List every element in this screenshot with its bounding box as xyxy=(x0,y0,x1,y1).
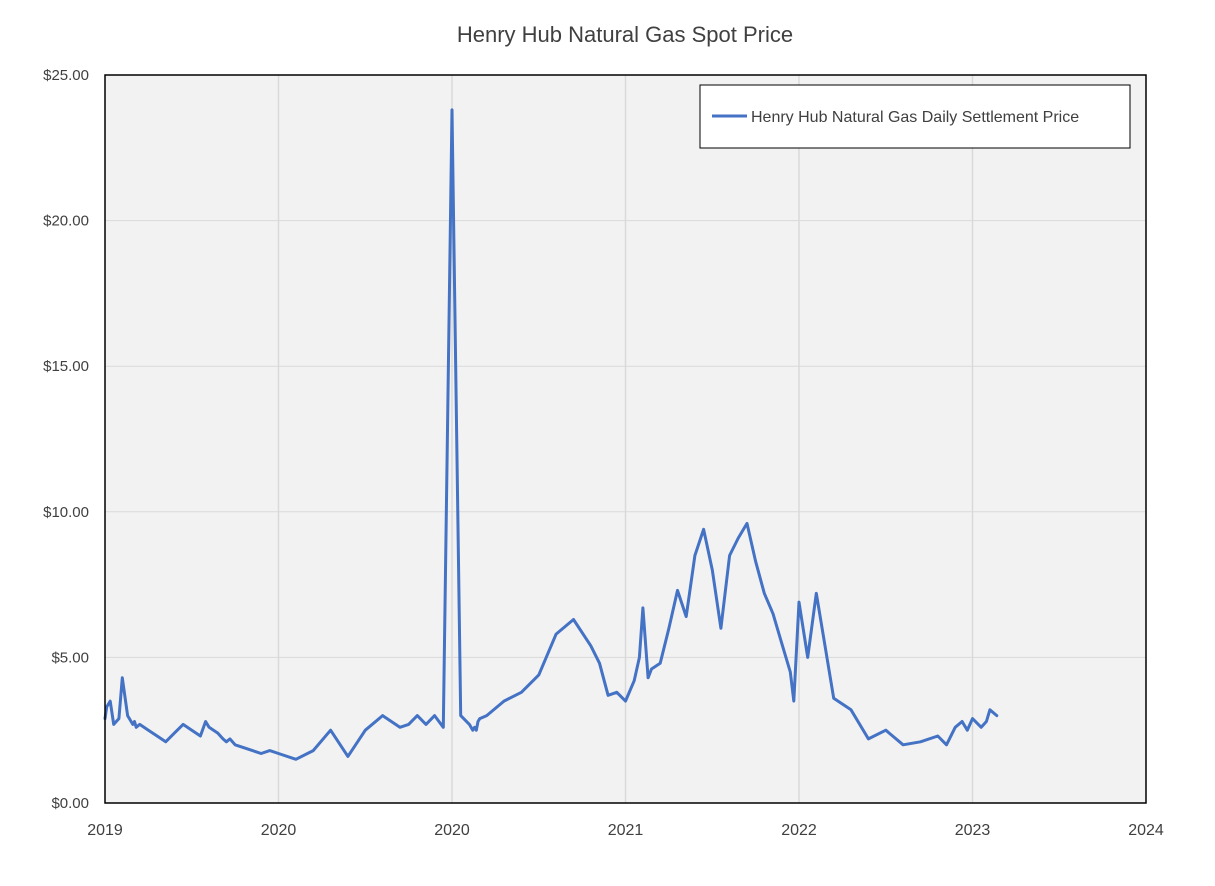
x-tick-label: 2022 xyxy=(781,822,817,839)
x-tick-label: 2020 xyxy=(434,822,470,839)
x-tick-label: 2019 xyxy=(87,822,123,839)
y-tick-label: $0.00 xyxy=(51,795,89,812)
y-axis-ticks: $0.00 $5.00 $10.00 $15.00 $20.00 $25.00 xyxy=(43,67,89,812)
x-axis-ticks: 2019 2020 2020 2021 2022 2023 2024 xyxy=(87,822,1164,839)
y-tick-label: $25.00 xyxy=(43,67,89,84)
y-tick-label: $20.00 xyxy=(43,213,89,230)
y-tick-label: $5.00 xyxy=(51,649,89,666)
x-tick-label: 2024 xyxy=(1128,822,1164,839)
legend-label: Henry Hub Natural Gas Daily Settlement P… xyxy=(751,109,1079,126)
legend: Henry Hub Natural Gas Daily Settlement P… xyxy=(699,84,1131,149)
plot-frame xyxy=(104,74,1147,804)
x-tick-label: 2020 xyxy=(261,822,297,839)
y-tick-label: $15.00 xyxy=(43,358,89,375)
y-tick-label: $10.00 xyxy=(43,504,89,521)
chart-title: Henry Hub Natural Gas Spot Price xyxy=(457,22,793,47)
x-tick-label: 2021 xyxy=(608,822,644,839)
legend-box xyxy=(699,84,1131,149)
series-line xyxy=(103,108,999,761)
x-tick-label: 2023 xyxy=(955,822,991,839)
